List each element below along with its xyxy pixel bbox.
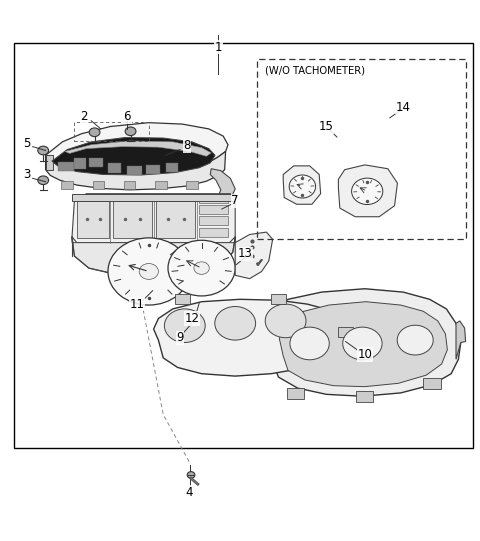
Ellipse shape [139, 263, 158, 279]
Text: 10: 10 [358, 348, 372, 361]
Polygon shape [72, 237, 235, 276]
Text: 3: 3 [23, 168, 30, 181]
Bar [89, 157, 103, 167]
Polygon shape [270, 329, 350, 345]
Polygon shape [46, 123, 228, 172]
Bar [186, 181, 198, 189]
Ellipse shape [265, 304, 306, 338]
Bar [356, 392, 373, 402]
Ellipse shape [351, 178, 383, 204]
Polygon shape [72, 194, 235, 201]
Bar [146, 166, 160, 174]
Bar [77, 200, 109, 238]
Ellipse shape [168, 240, 235, 296]
Bar [199, 216, 228, 225]
Ellipse shape [290, 327, 329, 360]
Polygon shape [65, 141, 211, 156]
Ellipse shape [89, 128, 100, 136]
Ellipse shape [38, 176, 48, 184]
Text: 14: 14 [396, 101, 411, 114]
Text: 6: 6 [123, 110, 131, 123]
Text: 13: 13 [238, 247, 252, 260]
Bar [199, 195, 228, 203]
Ellipse shape [125, 127, 136, 136]
Text: 4: 4 [186, 486, 193, 499]
Polygon shape [279, 302, 447, 387]
Bar [271, 294, 286, 304]
Bar [61, 181, 73, 189]
Bar [58, 162, 74, 170]
Polygon shape [52, 137, 215, 175]
Bar [156, 200, 195, 238]
Ellipse shape [397, 325, 433, 355]
Ellipse shape [164, 309, 205, 342]
Text: (W/O TACHOMETER): (W/O TACHOMETER) [265, 65, 365, 75]
Bar [108, 163, 121, 173]
Bar [124, 181, 135, 189]
Polygon shape [46, 155, 53, 170]
Text: 5: 5 [23, 137, 30, 150]
Polygon shape [46, 151, 226, 190]
Text: 12: 12 [184, 312, 200, 325]
Bar [14, 43, 473, 448]
Bar [199, 205, 228, 214]
Bar [127, 166, 142, 175]
Bar [423, 379, 441, 389]
Polygon shape [456, 321, 466, 359]
Bar [338, 327, 353, 337]
Text: 7: 7 [231, 194, 239, 207]
Bar [93, 181, 104, 189]
Polygon shape [338, 165, 397, 217]
Text: 11: 11 [129, 298, 144, 311]
Bar [166, 163, 178, 172]
Bar [199, 228, 228, 237]
Bar [287, 388, 304, 399]
Ellipse shape [343, 327, 382, 360]
Bar [113, 200, 152, 238]
Ellipse shape [289, 175, 316, 198]
Text: 8: 8 [183, 139, 191, 152]
Ellipse shape [38, 146, 48, 155]
Polygon shape [154, 299, 355, 376]
Text: 15: 15 [319, 120, 334, 133]
Ellipse shape [215, 307, 255, 340]
Bar [74, 158, 86, 169]
Text: 9: 9 [176, 331, 184, 344]
Ellipse shape [187, 472, 195, 478]
Polygon shape [283, 166, 321, 204]
Polygon shape [210, 169, 235, 209]
Bar [155, 181, 167, 189]
Polygon shape [235, 232, 273, 279]
Text: 2: 2 [80, 110, 88, 123]
Bar [175, 294, 190, 304]
Ellipse shape [194, 262, 209, 274]
Ellipse shape [108, 238, 190, 305]
Bar [257, 60, 466, 239]
Polygon shape [72, 194, 235, 243]
Polygon shape [268, 289, 461, 396]
Text: 1: 1 [215, 41, 222, 54]
